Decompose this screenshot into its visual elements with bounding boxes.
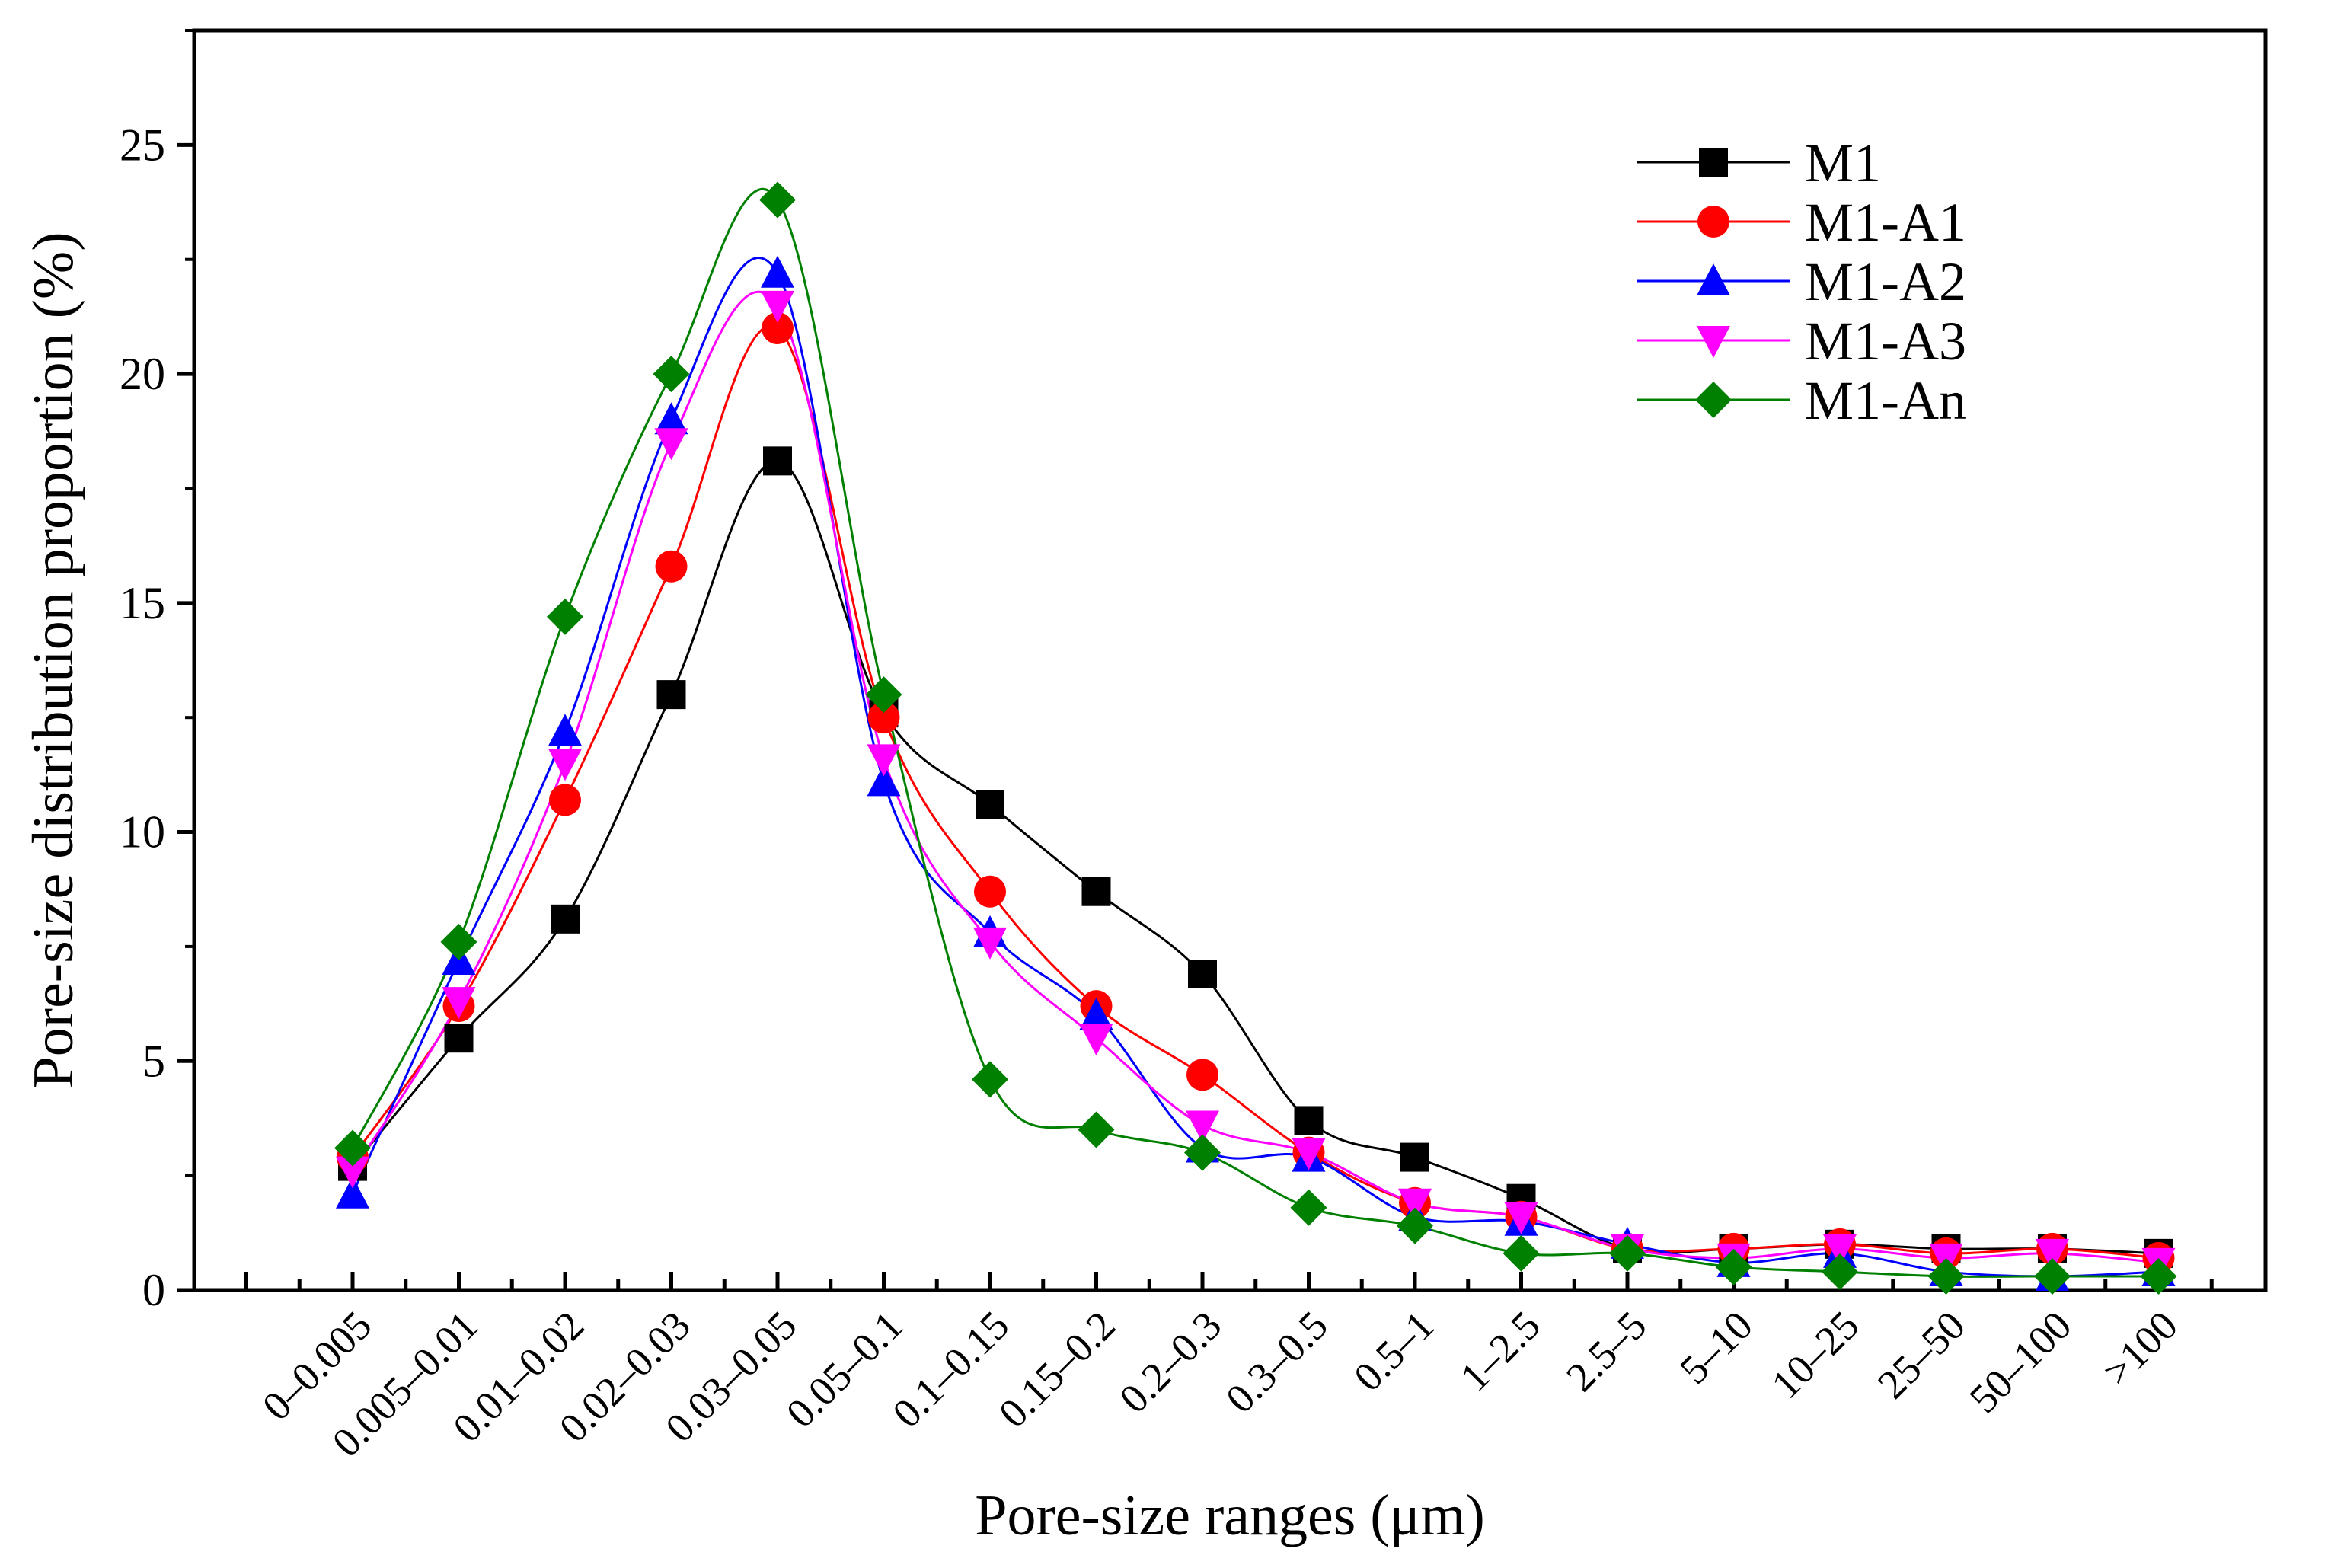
x-category-label: 50–100 (1961, 1302, 2081, 1422)
data-point-m1 (1081, 877, 1111, 906)
data-point-m1-a3 (1504, 1202, 1538, 1234)
y-tick-label: 10 (120, 807, 165, 857)
data-point-m1-an (865, 676, 902, 714)
x-category-label: 2.5–5 (1557, 1302, 1655, 1400)
y-tick-label: 0 (142, 1265, 165, 1315)
data-point-m1-a2 (1079, 998, 1113, 1030)
data-point-m1-an (334, 1129, 371, 1167)
data-point-m1-a3 (548, 749, 582, 781)
data-point-m1 (444, 1024, 474, 1053)
data-point-m1-an (547, 598, 583, 635)
data-point-m1-a2 (867, 764, 901, 797)
data-point-m1-a2 (761, 255, 794, 288)
data-point-m1-a3 (1079, 1024, 1113, 1056)
data-point-m1 (1400, 1142, 1429, 1172)
data-point-m1 (551, 904, 580, 934)
plot-frame (192, 28, 2268, 1292)
legend-marker (1697, 263, 1730, 295)
x-category-label: 5–10 (1671, 1302, 1761, 1393)
data-point-m1-a3 (1823, 1234, 1857, 1266)
data-point-m1-an (1397, 1207, 1433, 1244)
x-category-label: 0.05–0.1 (778, 1302, 912, 1436)
data-point-m1-an (1184, 1134, 1221, 1171)
data-point-m1-an (1503, 1234, 1540, 1272)
x-axis-category-labels: 0–0.0050.005–0.010.01–0.020.02–0.030.03–… (254, 1302, 2186, 1465)
legend-marker (1699, 148, 1728, 177)
x-axis-title: Pore-size ranges (μm) (975, 1483, 1485, 1547)
data-point-m1-a3 (1398, 1188, 1432, 1221)
data-point-m1 (976, 790, 1004, 819)
series-line-m1-a3 (351, 290, 2159, 1264)
data-point-m1-a2 (548, 714, 582, 746)
data-point-m1-a1 (1186, 1059, 1218, 1091)
legend-marker (1697, 326, 1730, 358)
data-point-m1-a1 (867, 701, 900, 734)
y-axis-ticks (177, 29, 194, 1292)
data-point-m1-an (1715, 1248, 1752, 1285)
data-point-m1-a2 (654, 402, 688, 435)
y-axis-tick-labels: 0 5 10 15 20 25 (120, 120, 165, 1315)
x-category-label: 10–25 (1763, 1302, 1868, 1407)
x-category-label: >100 (2094, 1302, 2186, 1394)
data-point-m1 (1294, 1106, 1324, 1135)
x-category-label: 25–50 (1869, 1302, 1974, 1407)
data-point-m1-an (972, 1061, 1008, 1098)
data-point-m1-a1 (762, 311, 794, 344)
data-point-m1-a3 (761, 290, 794, 323)
x-category-label: 1–2.5 (1451, 1302, 1549, 1400)
legend-label: M1 (1805, 133, 1881, 193)
y-tick-label: 5 (142, 1036, 165, 1086)
data-point-m1-a3 (336, 1156, 369, 1189)
y-axis-title: Pore-size distribution proportion (%) (21, 232, 85, 1088)
y-tick-label: 15 (120, 578, 165, 628)
x-category-label: 0.3–0.5 (1217, 1302, 1336, 1422)
data-point-m1-an (1078, 1111, 1115, 1148)
series-markers (334, 181, 2177, 1295)
data-point-m1-an (2034, 1257, 2071, 1295)
data-point-m1-a1 (974, 875, 1006, 908)
data-point-m1-a3 (1186, 1110, 1219, 1143)
data-point-m1-a3 (442, 987, 476, 1020)
x-category-label: 0.5–1 (1345, 1302, 1442, 1400)
series-line-m1-a1 (351, 324, 2159, 1260)
data-point-m1-an (1822, 1253, 1858, 1290)
legend-label: M1-A2 (1805, 251, 1966, 312)
legend-label: M1-A1 (1805, 192, 1966, 253)
legend-label: M1-A3 (1805, 311, 1966, 372)
data-point-m1-an (759, 181, 796, 219)
data-point-m1-an (653, 356, 690, 393)
data-point-m1-an (1927, 1257, 1965, 1295)
series-line-m1-an (351, 187, 2159, 1278)
data-point-m1-an (1290, 1189, 1327, 1226)
legend-label: M1-An (1805, 370, 1966, 431)
data-point-m1-a3 (2036, 1238, 2069, 1271)
data-point-m1-a3 (973, 927, 1007, 960)
x-category-label: 0.2–0.3 (1111, 1302, 1231, 1422)
data-point-m1-a2 (336, 1176, 369, 1209)
data-point-m1-an (440, 923, 477, 960)
data-point-m1-a3 (654, 428, 688, 461)
y-tick-label: 25 (120, 120, 165, 170)
data-point-m1-an (2140, 1257, 2177, 1295)
data-point-m1-a1 (549, 784, 581, 816)
data-point-m1-a3 (867, 744, 901, 777)
data-point-m1-a3 (1292, 1138, 1326, 1170)
legend-marker (1695, 382, 1732, 418)
data-point-m1 (763, 446, 792, 476)
x-category-label: 0.15–0.2 (990, 1302, 1124, 1436)
x-category-label: 0.1–0.15 (883, 1302, 1017, 1436)
data-point-m1-an (1609, 1234, 1646, 1272)
legend-marker (1697, 206, 1729, 238)
data-point-m1-a1 (655, 550, 688, 583)
data-point-m1 (1188, 959, 1217, 988)
data-point-m1 (656, 680, 686, 710)
x-axis-ticks (244, 1272, 2214, 1290)
y-tick-label: 20 (120, 349, 165, 399)
